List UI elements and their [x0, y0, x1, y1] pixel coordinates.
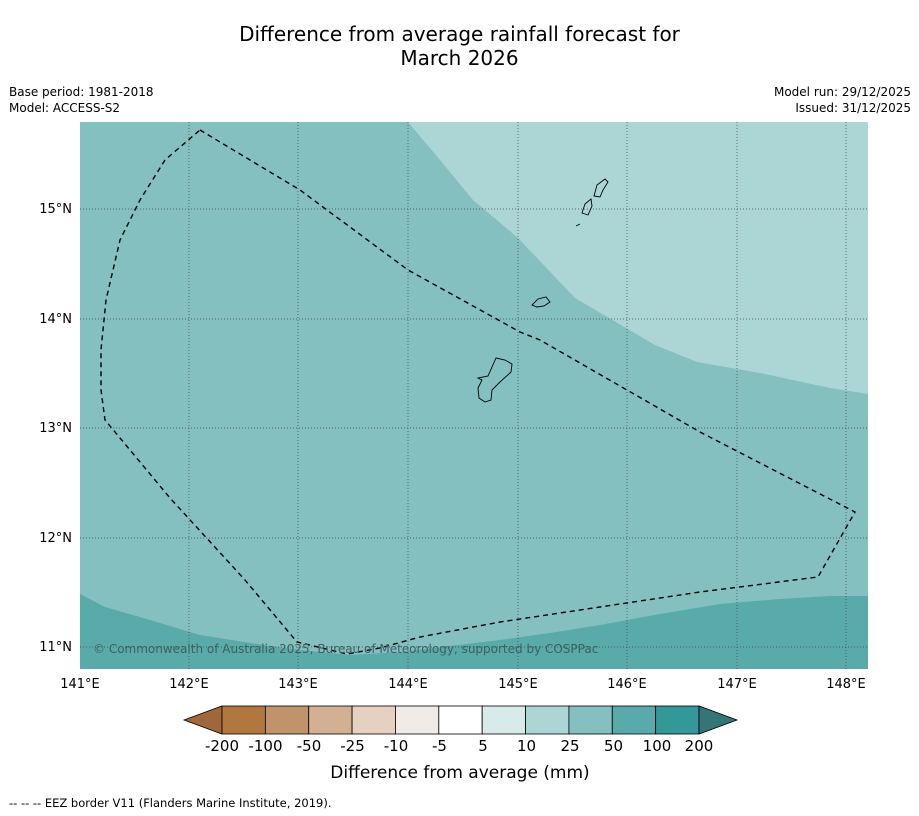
model-name: Model: ACCESS-S2	[9, 101, 121, 115]
map-title: Difference from average rainfall forecas…	[0, 22, 919, 70]
title-line-1: Difference from average rainfall forecas…	[239, 22, 680, 46]
islands	[476, 178, 609, 403]
lon-label-148: 148°E	[826, 677, 866, 692]
lat-tick-labels: 15°N 14°N 13°N 12°N 11°N	[39, 202, 72, 655]
colorbar-segment	[568, 705, 613, 735]
colorbar-label: 5	[478, 737, 488, 755]
lon-label-144: 144°E	[388, 677, 428, 692]
lat-label-13: 13°N	[39, 421, 72, 436]
forecast-band-10-25	[408, 122, 868, 394]
colorbar-segment	[611, 705, 657, 735]
base-period: Base period: 1981-2018	[9, 85, 154, 99]
colorbar-segment	[264, 705, 310, 735]
colorbar-label: 200	[685, 737, 714, 755]
forecast-band-50-100	[80, 594, 868, 669]
issued-date: Issued: 31/12/2025	[795, 101, 911, 115]
colorbar-segment	[438, 705, 483, 735]
lon-label-146: 146°E	[607, 677, 647, 692]
lon-tick-labels: 141°E 142°E 143°E 144°E 145°E 146°E 147°…	[60, 677, 866, 692]
colorbar-label: -10	[384, 737, 409, 755]
island-guam	[476, 357, 513, 403]
lat-label-12: 12°N	[39, 531, 72, 546]
colorbar-label: -25	[340, 737, 365, 755]
island-saipan	[593, 178, 609, 198]
graticule	[80, 122, 868, 669]
colorbar-label: -200	[205, 737, 239, 755]
lat-label-11: 11°N	[39, 640, 72, 655]
title-line-2: March 2026	[400, 46, 519, 70]
colorbar-label: -5	[432, 737, 447, 755]
colorbar-label: -100	[248, 737, 282, 755]
lat-label-15: 15°N	[39, 202, 72, 217]
island-rota	[531, 296, 551, 308]
island-aguijan	[575, 223, 581, 227]
island-tinian	[581, 198, 593, 216]
lat-label-14: 14°N	[39, 312, 72, 327]
colorbar-segment	[221, 705, 266, 735]
colorbar-segment	[308, 705, 353, 735]
eez-border	[100, 129, 856, 655]
colorbar-labels: -200 -100 -50 -25 -10 -5 5 10 25 50 100 …	[205, 737, 713, 755]
copyright-notice: © Commonwealth of Australia 2025, Bureau…	[93, 642, 598, 656]
lon-label-143: 143°E	[278, 677, 318, 692]
colorbar-extend-high	[698, 705, 739, 735]
colorbar-label: 100	[643, 737, 672, 755]
lon-label-142: 142°E	[169, 677, 209, 692]
meta-right: Model run: 29/12/2025 Issued: 31/12/2025	[774, 84, 911, 116]
colorbar-label: 50	[604, 737, 623, 755]
colorbar	[182, 705, 739, 735]
colorbar-segment	[481, 705, 526, 735]
colorbar-title: Difference from average (mm)	[330, 763, 589, 783]
colorbar-segment	[351, 705, 396, 735]
colorbar-label: 25	[560, 737, 579, 755]
colorbar-extend-low	[182, 705, 223, 735]
map-area: © Commonwealth of Australia 2025, Bureau…	[80, 122, 868, 669]
model-run: Model run: 29/12/2025	[773, 85, 911, 99]
meta-left: Base period: 1981-2018 Model: ACCESS-S2	[9, 84, 154, 116]
lon-label-147: 147°E	[717, 677, 757, 692]
colorbar-segment	[525, 705, 570, 735]
colorbar-segment	[655, 705, 700, 735]
colorbar-segment	[395, 705, 440, 735]
footer-legend: -- -- -- EEZ border V11 (Flanders Marine…	[9, 796, 332, 810]
lon-label-145: 145°E	[498, 677, 538, 692]
lon-label-141: 141°E	[60, 677, 100, 692]
colorbar-label: 10	[517, 737, 536, 755]
colorbar-label: -50	[297, 737, 322, 755]
